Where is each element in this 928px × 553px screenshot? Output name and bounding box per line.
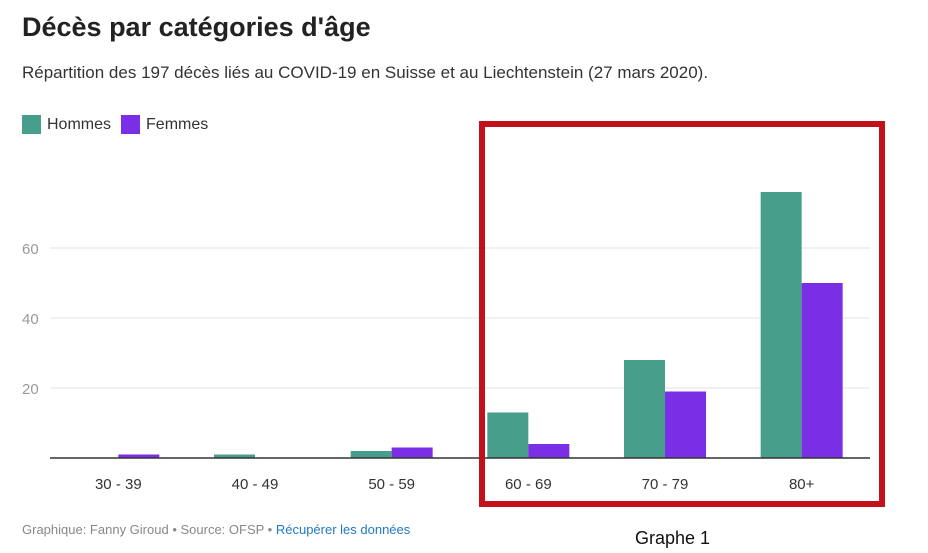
bar-hommes-4 — [624, 360, 665, 458]
x-tick-label: 70 - 79 — [642, 476, 689, 493]
footer-credit: Graphique: Fanny Giroud — [22, 522, 169, 537]
x-tick-label: 50 - 59 — [368, 476, 415, 493]
bar-hommes-1 — [214, 454, 255, 458]
bar-femmes-3 — [528, 444, 570, 458]
legend-item-hommes: Hommes — [22, 115, 111, 134]
chart-subtitle: Répartition des 197 décès liés au COVID-… — [22, 63, 709, 82]
chart-footer: Graphique: Fanny Giroud • Source: OFSP •… — [22, 522, 410, 537]
footer-separator: • — [168, 522, 181, 537]
x-tick-label: 30 - 39 — [95, 476, 142, 493]
bar-hommes-3 — [487, 412, 529, 458]
download-data-link[interactable]: Récupérer les données — [275, 522, 411, 537]
bar-hommes-5 — [760, 192, 802, 458]
bar-femmes-4 — [665, 391, 706, 458]
y-tick-label: 60 — [22, 241, 39, 258]
bar-femmes-2 — [391, 447, 433, 458]
highlight-box — [479, 121, 885, 507]
bar-femmes-5 — [801, 283, 843, 458]
legend-label-hommes: Hommes — [47, 115, 112, 133]
legend-swatch-femmes — [121, 115, 141, 134]
legend-item-femmes: Femmes — [121, 115, 208, 134]
x-tick-label: 80+ — [789, 476, 815, 493]
chart-title: Décès par catégories d'âge — [22, 12, 371, 42]
legend: Hommes Femmes — [22, 115, 208, 134]
footer-source: Source: OFSP — [180, 522, 265, 537]
x-tick-label: 60 - 69 — [505, 476, 552, 493]
legend-label-femmes: Femmes — [146, 115, 209, 133]
x-tick-label: 40 - 49 — [232, 476, 279, 493]
legend-swatch-hommes — [22, 115, 41, 134]
y-tick-label: 40 — [22, 311, 39, 328]
bar-hommes-2 — [350, 451, 392, 458]
graph-caption: Graphe 1 — [635, 528, 711, 548]
y-tick-label: 20 — [22, 381, 39, 398]
footer-separator-2: • — [264, 522, 276, 537]
bar-femmes-0 — [118, 454, 160, 458]
